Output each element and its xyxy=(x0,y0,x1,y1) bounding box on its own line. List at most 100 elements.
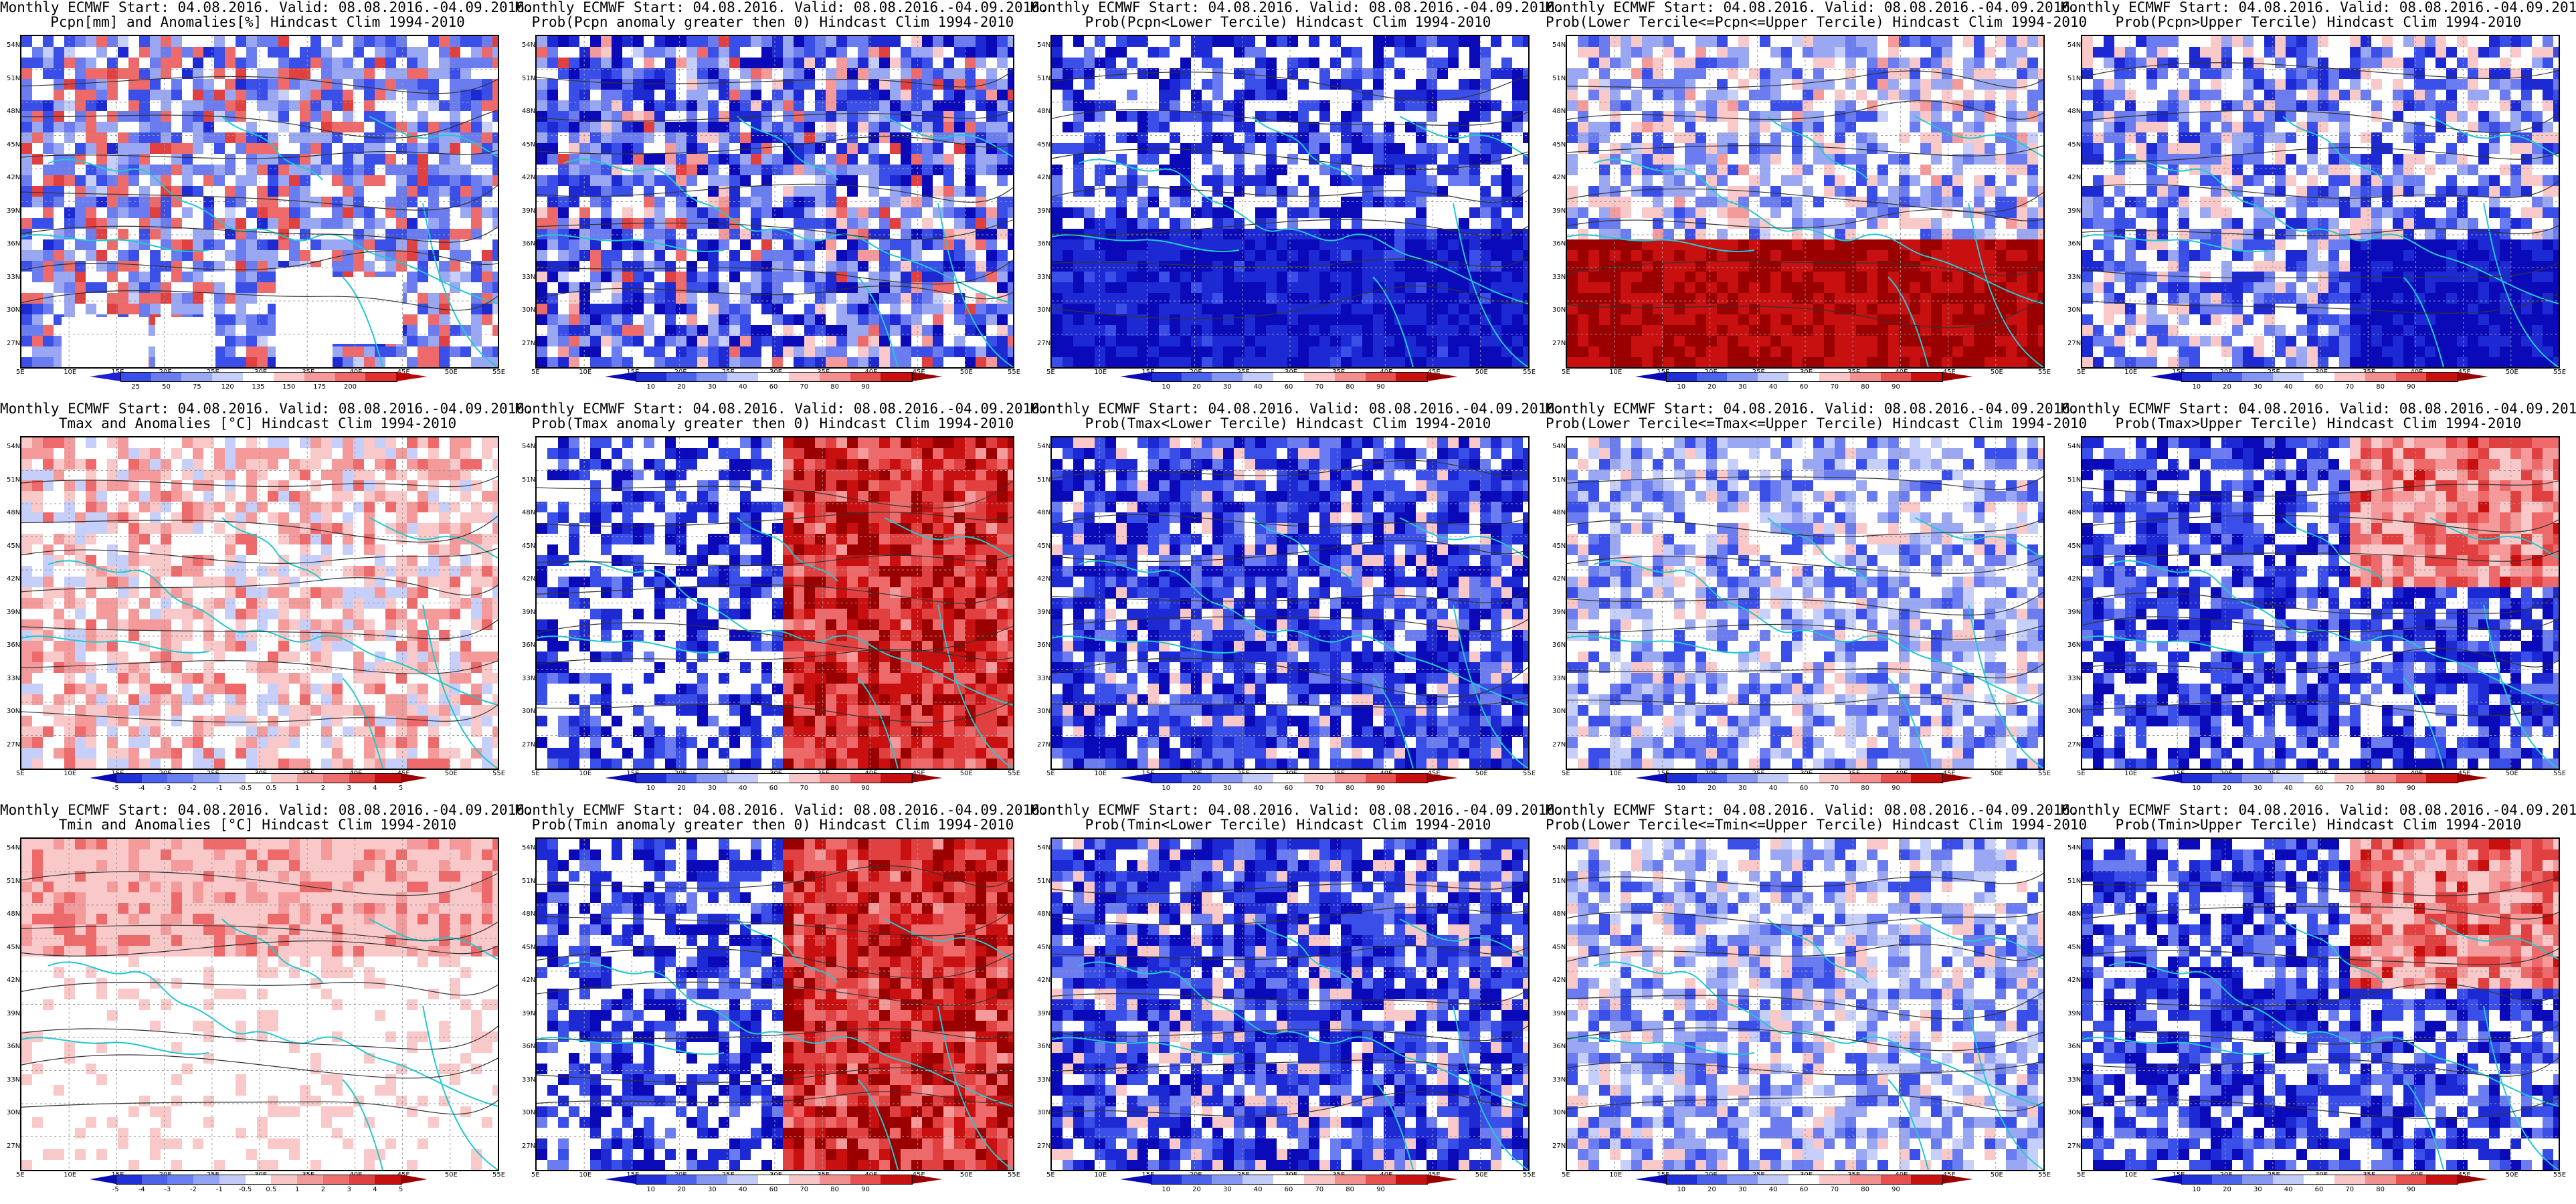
field-cell xyxy=(1717,122,1728,133)
field-cell xyxy=(139,111,151,122)
map-field xyxy=(1567,36,2043,367)
field-cell xyxy=(569,132,580,144)
field-cell xyxy=(976,122,987,133)
field-cell xyxy=(665,250,676,262)
field-cell xyxy=(1685,143,1696,155)
field-cell xyxy=(601,357,612,367)
field-cell xyxy=(1888,68,1900,80)
field-cell xyxy=(203,282,215,294)
field-cell xyxy=(1170,207,1181,219)
field-cell xyxy=(1663,36,1675,47)
field-cell xyxy=(193,79,204,90)
field-cell xyxy=(1341,346,1352,358)
field-cell xyxy=(1362,229,1374,240)
field-cell xyxy=(1974,36,1985,47)
field-cell xyxy=(761,336,773,347)
field-cell xyxy=(482,165,493,176)
field-cell xyxy=(1084,207,1095,219)
field-cell xyxy=(1394,197,1406,208)
field-cell xyxy=(1148,229,1160,240)
field-cell xyxy=(1008,293,1013,304)
field-cell xyxy=(1480,68,1491,80)
field-cell xyxy=(1480,47,1491,58)
field-cell xyxy=(32,272,43,283)
field-cell xyxy=(697,336,709,347)
field-cell xyxy=(1170,272,1181,283)
field-cell xyxy=(1405,68,1416,80)
field-cell xyxy=(1405,111,1416,122)
field-cell xyxy=(1148,293,1160,304)
field-cell xyxy=(471,336,482,347)
contour-line xyxy=(21,76,498,94)
field-cell xyxy=(1578,100,1589,112)
field-cell xyxy=(396,132,407,144)
colorbar-swatch xyxy=(1243,372,1274,381)
field-cell xyxy=(1469,250,1481,262)
coastline xyxy=(422,203,498,367)
field-cell xyxy=(1223,122,1234,133)
field-cell xyxy=(1309,282,1320,294)
field-cell xyxy=(107,143,118,155)
field-cell xyxy=(858,197,869,208)
field-cell xyxy=(933,90,944,101)
field-cell xyxy=(1653,143,1664,155)
contour-line xyxy=(21,225,498,243)
field-cell xyxy=(310,250,322,262)
field-cell xyxy=(633,229,644,240)
field-cell xyxy=(1920,100,1932,112)
field-cell xyxy=(407,314,418,326)
field-cell xyxy=(1298,175,1309,187)
field-cell xyxy=(1330,58,1342,69)
field-cell xyxy=(879,132,891,144)
field-cell xyxy=(911,186,923,197)
field-cell xyxy=(729,186,741,197)
field-cell xyxy=(740,357,751,367)
field-cell xyxy=(364,186,375,197)
field-cell xyxy=(150,36,161,47)
field-cell xyxy=(257,282,268,294)
field-cell xyxy=(1728,36,1739,47)
field-cell xyxy=(1063,47,1074,58)
field-cell xyxy=(986,336,998,347)
field-cell xyxy=(665,122,676,133)
field-cell xyxy=(1287,229,1299,240)
field-cell xyxy=(665,175,676,187)
field-cell xyxy=(21,314,33,326)
field-cell xyxy=(772,36,784,47)
field-cell xyxy=(1245,239,1256,251)
field-cell xyxy=(375,36,386,47)
field-cell xyxy=(719,122,730,133)
field-cell xyxy=(665,304,676,315)
field-cell xyxy=(75,207,86,219)
field-cell xyxy=(1191,90,1202,101)
field-cell xyxy=(558,336,569,347)
field-cell xyxy=(1212,346,1224,358)
field-cell xyxy=(1803,58,1814,69)
field-cell xyxy=(150,165,161,176)
field-cell xyxy=(21,261,33,272)
field-cell xyxy=(665,58,676,69)
field-cell xyxy=(300,197,311,208)
field-cell xyxy=(697,90,709,101)
field-cell xyxy=(879,239,891,251)
field-cell xyxy=(1095,175,1106,187)
field-cell xyxy=(986,58,998,69)
field-cell xyxy=(943,111,955,122)
field-cell xyxy=(654,100,666,112)
field-cell xyxy=(1116,293,1127,304)
field-cell xyxy=(407,229,418,240)
field-cell xyxy=(1191,325,1202,336)
lon-tick-label: 50E xyxy=(1475,369,1488,376)
colorbar-label: 135 xyxy=(245,383,272,391)
field-cell xyxy=(804,175,816,187)
field-cell xyxy=(310,132,322,144)
field-cell xyxy=(1781,132,1792,144)
field-cell xyxy=(1223,346,1234,358)
field-cell xyxy=(879,357,891,367)
colorbar-label: 10 xyxy=(1153,383,1180,391)
field-cell xyxy=(21,165,33,176)
field-cell xyxy=(1480,336,1491,347)
field-cell xyxy=(1105,36,1117,47)
field-cell xyxy=(601,186,612,197)
field-cell xyxy=(1384,325,1395,336)
